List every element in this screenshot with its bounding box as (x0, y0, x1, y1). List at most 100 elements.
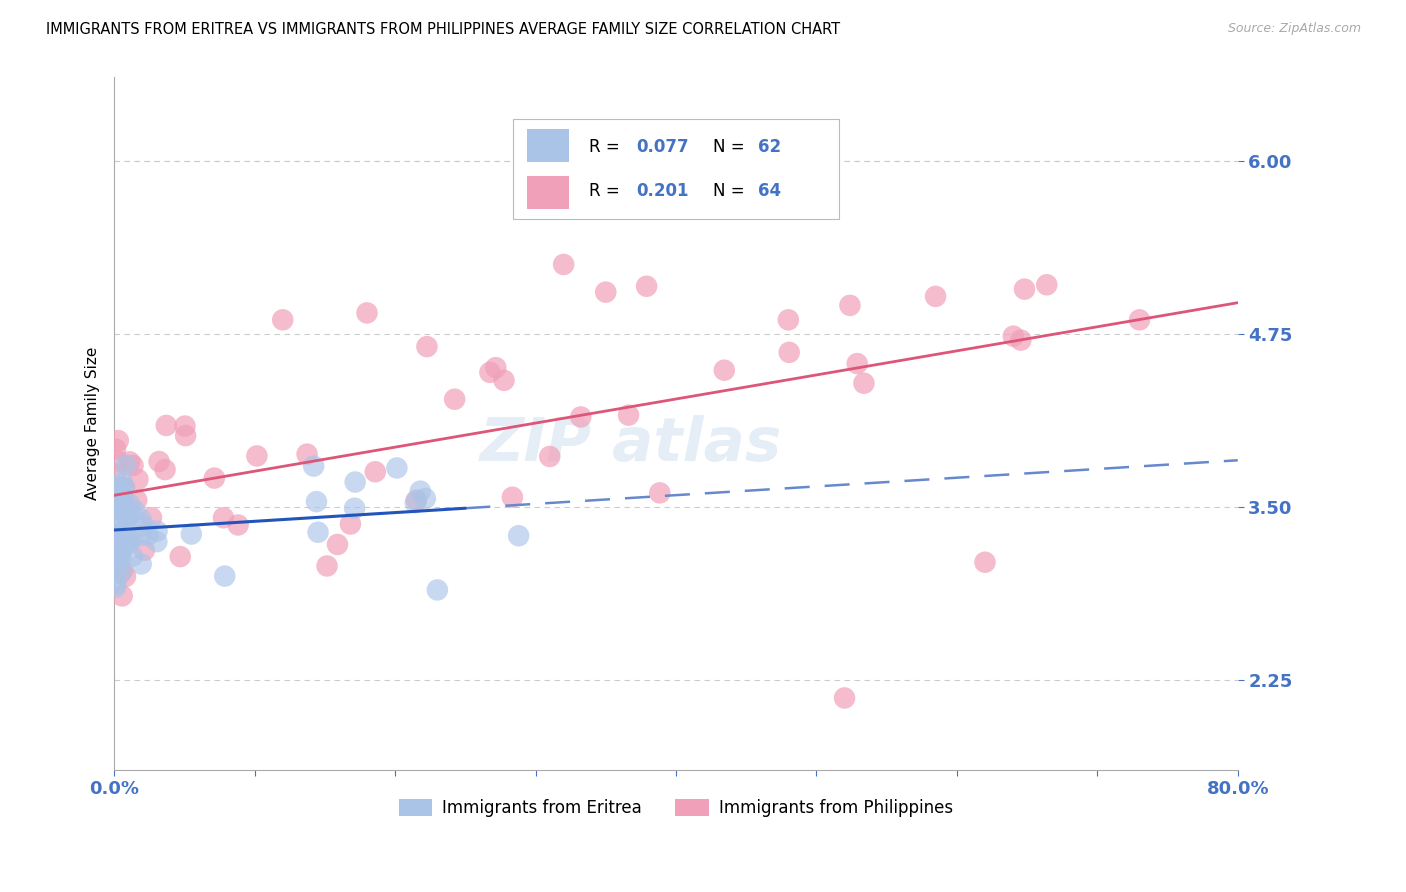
Point (834, 690, 856, 705)
Point (415, 491, 437, 506)
Point (107, 527, 129, 541)
Point (180, 527, 202, 541)
Point (122, 458, 145, 473)
Text: R =: R = (589, 182, 626, 201)
Text: R =: R = (589, 138, 626, 156)
Point (305, 494, 328, 508)
Point (111, 489, 134, 503)
Point (110, 534, 132, 549)
Point (339, 516, 361, 531)
Point (115, 458, 138, 472)
Legend: Immigrants from Eritrea, Immigrants from Philippines: Immigrants from Eritrea, Immigrants from… (392, 792, 959, 824)
Point (108, 480, 131, 494)
Point (316, 558, 339, 573)
Text: IMMIGRANTS FROM ERITREA VS IMMIGRANTS FROM PHILIPPINES AVERAGE FAMILY SIZE CORRE: IMMIGRANTS FROM ERITREA VS IMMIGRANTS FR… (46, 22, 841, 37)
Point (129, 512, 152, 526)
Point (416, 340, 439, 354)
Point (924, 289, 946, 303)
Point (127, 472, 149, 486)
Point (104, 442, 127, 456)
Point (129, 528, 152, 542)
Point (124, 504, 146, 518)
Point (1128, 313, 1150, 327)
Bar (527, 176, 569, 210)
Point (478, 365, 501, 379)
Point (129, 557, 152, 571)
Point (356, 306, 378, 320)
Point (114, 480, 136, 494)
Point (778, 313, 800, 327)
Point (111, 505, 134, 519)
Point (111, 475, 134, 489)
Point (852, 376, 875, 391)
Point (212, 510, 235, 524)
Point (107, 526, 129, 541)
Point (104, 529, 127, 543)
Point (846, 357, 869, 371)
Point (202, 471, 225, 485)
Text: 64: 64 (758, 182, 782, 201)
Point (485, 360, 508, 375)
Point (974, 555, 997, 569)
Point (595, 285, 617, 300)
Point (169, 549, 191, 564)
Point (118, 498, 141, 512)
Point (426, 582, 449, 597)
Point (120, 533, 142, 547)
Point (104, 486, 127, 500)
Point (344, 475, 367, 489)
Point (778, 345, 800, 359)
Text: 0.077: 0.077 (637, 138, 689, 156)
Point (118, 455, 141, 469)
Point (110, 551, 132, 566)
Point (112, 502, 135, 516)
Point (617, 408, 640, 422)
Point (508, 529, 530, 543)
Point (111, 534, 134, 549)
Point (713, 363, 735, 377)
Point (343, 501, 366, 516)
Point (115, 535, 138, 549)
Point (104, 483, 127, 497)
Point (569, 409, 592, 424)
Point (111, 589, 134, 603)
Point (409, 484, 432, 499)
Point (104, 467, 127, 482)
Point (146, 524, 169, 538)
Point (153, 462, 176, 476)
Point (174, 428, 197, 442)
Point (136, 528, 159, 542)
Point (117, 533, 139, 547)
Point (107, 505, 129, 519)
Point (636, 279, 658, 293)
Point (302, 458, 325, 473)
Point (226, 518, 249, 533)
Point (1014, 282, 1036, 296)
Y-axis label: Average Family Size: Average Family Size (86, 347, 100, 500)
Point (246, 449, 269, 463)
Point (1010, 333, 1032, 347)
Point (108, 526, 131, 541)
Point (107, 454, 129, 468)
Point (174, 419, 197, 434)
Point (111, 541, 134, 556)
Point (155, 418, 177, 433)
Point (134, 543, 156, 558)
Point (108, 499, 131, 513)
Point (1036, 277, 1059, 292)
Point (405, 493, 427, 508)
Point (326, 537, 349, 551)
Point (364, 465, 387, 479)
Text: N =: N = (713, 182, 749, 201)
Point (501, 490, 523, 504)
Point (117, 509, 139, 524)
Point (553, 257, 575, 271)
Text: ZIP atlas: ZIP atlas (479, 415, 782, 474)
Point (105, 481, 128, 495)
Point (104, 580, 127, 594)
Point (111, 563, 134, 577)
Point (108, 549, 131, 564)
Point (108, 533, 131, 547)
Text: Source: ZipAtlas.com: Source: ZipAtlas.com (1227, 22, 1361, 36)
Point (105, 515, 128, 529)
